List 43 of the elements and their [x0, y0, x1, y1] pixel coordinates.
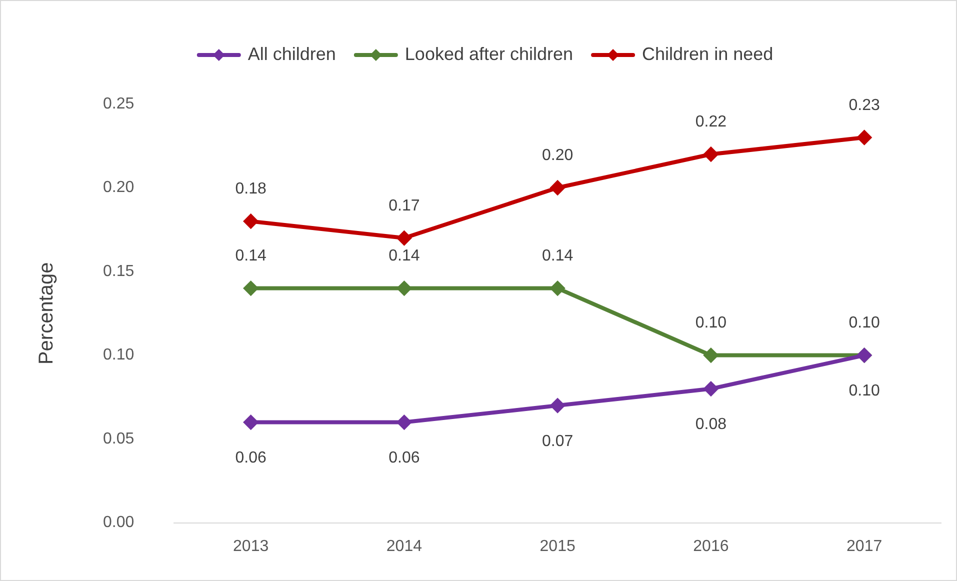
data-label: 0.14 — [235, 248, 266, 265]
legend-label: Looked after children — [404, 44, 574, 64]
point — [704, 147, 718, 162]
data-label: 0.23 — [848, 96, 880, 114]
data-label: 0.22 — [695, 114, 727, 131]
point — [244, 214, 258, 228]
point — [704, 348, 718, 362]
point — [857, 130, 872, 145]
point — [397, 281, 412, 296]
point — [397, 231, 412, 246]
point — [244, 415, 258, 430]
data-label: 0.17 — [388, 197, 420, 214]
x-tick-label: 2016 — [693, 538, 729, 555]
data-label: 0.14 — [542, 248, 574, 265]
y-tick-label: 0.05 — [103, 430, 134, 448]
data-label: 0.07 — [542, 432, 574, 450]
legend-label: All children — [248, 44, 336, 64]
data-label: 0.06 — [235, 450, 266, 467]
point — [397, 415, 412, 430]
x-tick-label: 2017 — [846, 538, 882, 555]
y-tick-label: 0.20 — [103, 179, 134, 196]
x-tick-label: 2014 — [386, 538, 422, 555]
y-tick-label: 0.15 — [103, 262, 134, 280]
y-axis-title: Percentage — [36, 262, 58, 365]
point — [550, 281, 565, 296]
data-label: 0.10 — [695, 314, 727, 332]
data-label: 0.14 — [388, 248, 420, 265]
y-tick-label: 0.10 — [103, 346, 134, 364]
point — [244, 281, 258, 296]
point — [704, 382, 718, 396]
data-label: 0.20 — [542, 147, 574, 164]
data-label: 0.08 — [695, 416, 727, 434]
y-tick-label: 0.00 — [103, 514, 134, 532]
point — [550, 398, 565, 413]
point — [550, 180, 565, 195]
x-tick-label: 2013 — [233, 538, 269, 555]
legend-label: Children in need — [642, 44, 774, 64]
y-tick-label: 0.25 — [103, 95, 134, 112]
data-label: 0.18 — [235, 180, 266, 198]
data-label: 0.10 — [848, 314, 880, 332]
data-label: 0.06 — [388, 450, 420, 467]
x-tick-label: 2015 — [540, 538, 576, 555]
data-label: 0.10 — [848, 382, 880, 400]
